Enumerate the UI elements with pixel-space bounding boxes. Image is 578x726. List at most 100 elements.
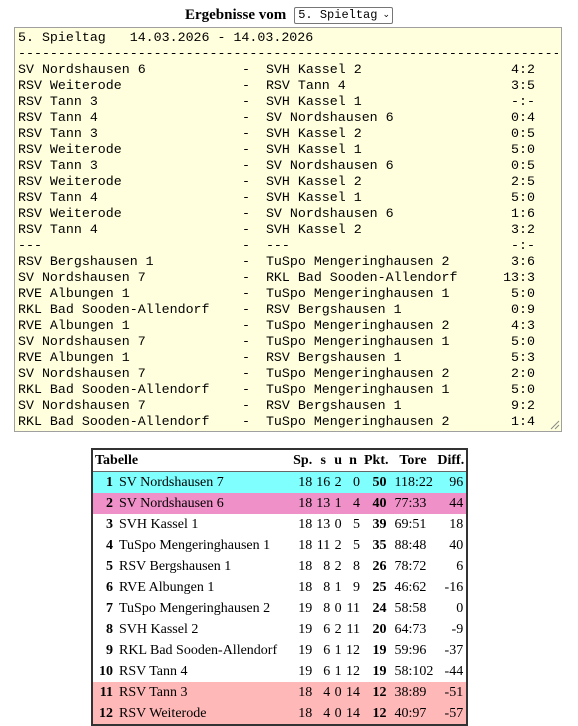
match-row: RVE Albungen 1 - RSV Bergshausen 1 5:3 (18, 350, 558, 366)
team-losses: 4 (353, 496, 360, 511)
team-diff: 40 (449, 538, 464, 553)
standings-row: 11 RSV Tann 3 18 4 0 14 12 38:89 -51 (92, 682, 468, 703)
resize-grip-icon[interactable] (548, 418, 560, 430)
match-away-team: - RSV Tann 4 (242, 78, 346, 94)
match-home-team: SV Nordshausen 7 (18, 270, 146, 285)
match-separator: - (242, 126, 250, 141)
match-away-team: - SV Nordshausen 6 (242, 206, 394, 222)
match-away-name: SV Nordshausen 6 (265, 206, 394, 221)
match-score: 5:3 (511, 350, 535, 365)
match-away-team: - SVH Kassel 1 (242, 142, 362, 158)
team-rank: 12 (99, 706, 113, 721)
match-away-team: - SVH Kassel 1 (242, 190, 362, 206)
match-score: 5:0 (511, 286, 535, 301)
team-diff: 18 (449, 517, 464, 532)
results-textarea[interactable]: 5. Spieltag 14.03.2026 - 14.03.2026 ----… (14, 27, 562, 432)
standings-table: Tabelle Sp. s u n Pkt. Tore Diff. 1 SV No… (91, 448, 469, 726)
team-points: 12 (372, 685, 387, 700)
match-score: 4:3 (511, 318, 535, 333)
team-goals: 77:33 (394, 496, 427, 511)
team-wins: 16 (316, 475, 331, 490)
match-away-team: - SVH Kassel 2 (242, 126, 362, 142)
match-score: 0:4 (511, 110, 535, 125)
match-away-name: SVH Kassel 1 (265, 190, 362, 205)
match-home-team: SV Nordshausen 7 (18, 398, 146, 413)
match-row: RKL Bad Sooden-Allendorf - TuSpo Mengerin… (18, 414, 558, 430)
match-score: 0:5 (511, 126, 535, 141)
team-goals: 88:48 (394, 538, 427, 553)
team-diff: -57 (444, 706, 464, 721)
match-away-name: SVH Kassel 2 (265, 62, 362, 77)
team-name: RSV Bergshausen 1 (119, 559, 232, 574)
team-wins: 8 (323, 580, 331, 595)
match-away-name: SV Nordshausen 6 (265, 110, 394, 125)
match-away-team: - TuSpo Mengeringhausen 1 (242, 286, 449, 302)
match-home-team: RSV Tann 4 (18, 110, 98, 125)
team-goals: 46:62 (394, 580, 427, 595)
team-goals: 58:102 (394, 664, 434, 679)
standings-row: 6 RVE Albungen 1 18 8 1 9 25 46:62 -16 (92, 577, 467, 598)
team-name: SV Nordshausen 6 (119, 496, 224, 511)
team-name: RVE Albungen 1 (119, 580, 215, 595)
team-goals: 64:73 (394, 622, 427, 637)
team-losses: 11 (346, 601, 360, 616)
team-losses: 0 (353, 475, 360, 490)
match-row: RSV Tann 4 - SVH Kassel 1 5:0 (18, 190, 558, 206)
header-n: n (344, 449, 362, 472)
match-row: RVE Albungen 1 - TuSpo Mengeringhausen 2 4… (18, 318, 558, 334)
team-games: 19 (298, 643, 313, 658)
team-goals: 40:97 (394, 706, 427, 721)
match-row: RSV Weiterode - SVH Kassel 2 2:5 (18, 174, 558, 190)
team-draws: 1 (334, 643, 342, 658)
team-points: 35 (372, 538, 387, 553)
match-home-team: RVE Albungen 1 (18, 318, 130, 333)
match-away-team: - TuSpo Mengeringhausen 2 (242, 318, 449, 334)
match-away-name: RSV Bergshausen 1 (265, 350, 402, 365)
match-away-team: - SVH Kassel 2 (242, 174, 362, 190)
match-separator: - (242, 270, 250, 285)
team-games: 19 (298, 601, 313, 616)
match-away-team: - SV Nordshausen 6 (242, 158, 394, 174)
matchday-select[interactable]: 5. Spieltag ⌄ (294, 6, 393, 24)
team-rank: 7 (106, 601, 113, 616)
match-row: RKL Bad Sooden-Allendorf - TuSpo Mengerin… (18, 382, 558, 398)
match-away-team: - RKL Bad Sooden-Allendorf (242, 270, 457, 286)
match-row: SV Nordshausen 6 - SVH Kassel 2 4:2 (18, 62, 558, 78)
match-home-team: RSV Bergshausen 1 (18, 254, 154, 269)
team-wins: 6 (323, 643, 331, 658)
standings-row: 12 RSV Weiterode 18 4 0 14 12 40:97 -57 (92, 703, 468, 725)
team-wins: 13 (316, 496, 331, 511)
match-home-team: RKL Bad Sooden-Allendorf (18, 382, 210, 397)
match-away-team: - SVH Kassel 2 (242, 222, 362, 238)
team-points: 12 (372, 706, 387, 721)
match-home-team: SV Nordshausen 7 (18, 366, 146, 381)
match-separator: - (242, 302, 250, 317)
results-content: 5. Spieltag 14.03.2026 - 14.03.2026 ----… (15, 28, 561, 430)
match-row: RSV Weiterode - SV Nordshausen 6 1:6 (18, 206, 558, 222)
standings-row: 3 SVH Kassel 1 18 13 0 5 39 69:51 18 (92, 514, 467, 535)
team-draws: 2 (334, 622, 342, 637)
match-score: -:- (511, 238, 535, 253)
team-losses: 14 (346, 685, 360, 700)
team-rank: 2 (106, 496, 113, 511)
match-row: RSV Tann 4 - SV Nordshausen 6 0:4 (18, 110, 558, 126)
team-draws: 0 (334, 601, 342, 616)
match-away-name: RSV Bergshausen 1 (265, 302, 402, 317)
match-away-name: TuSpo Mengeringhausen 2 (265, 366, 450, 381)
match-score: 2:0 (511, 366, 535, 381)
match-separator: - (242, 142, 250, 157)
header-u: u (332, 449, 344, 472)
team-rank: 5 (106, 559, 113, 574)
team-losses: 5 (353, 538, 360, 553)
team-name: SVH Kassel 1 (119, 517, 199, 532)
team-points: 25 (372, 580, 387, 595)
match-row: RSV Tann 3 - SV Nordshausen 6 0:5 (18, 158, 558, 174)
match-away-team: - SV Nordshausen 6 (242, 110, 394, 126)
match-score: 5:0 (511, 334, 535, 349)
match-separator: - (242, 238, 250, 253)
team-points: 19 (372, 664, 387, 679)
team-diff: 96 (449, 475, 464, 490)
match-score: 3:6 (511, 254, 535, 269)
team-rank: 1 (106, 475, 113, 490)
matchday-select-value: 5. Spieltag (298, 8, 378, 23)
